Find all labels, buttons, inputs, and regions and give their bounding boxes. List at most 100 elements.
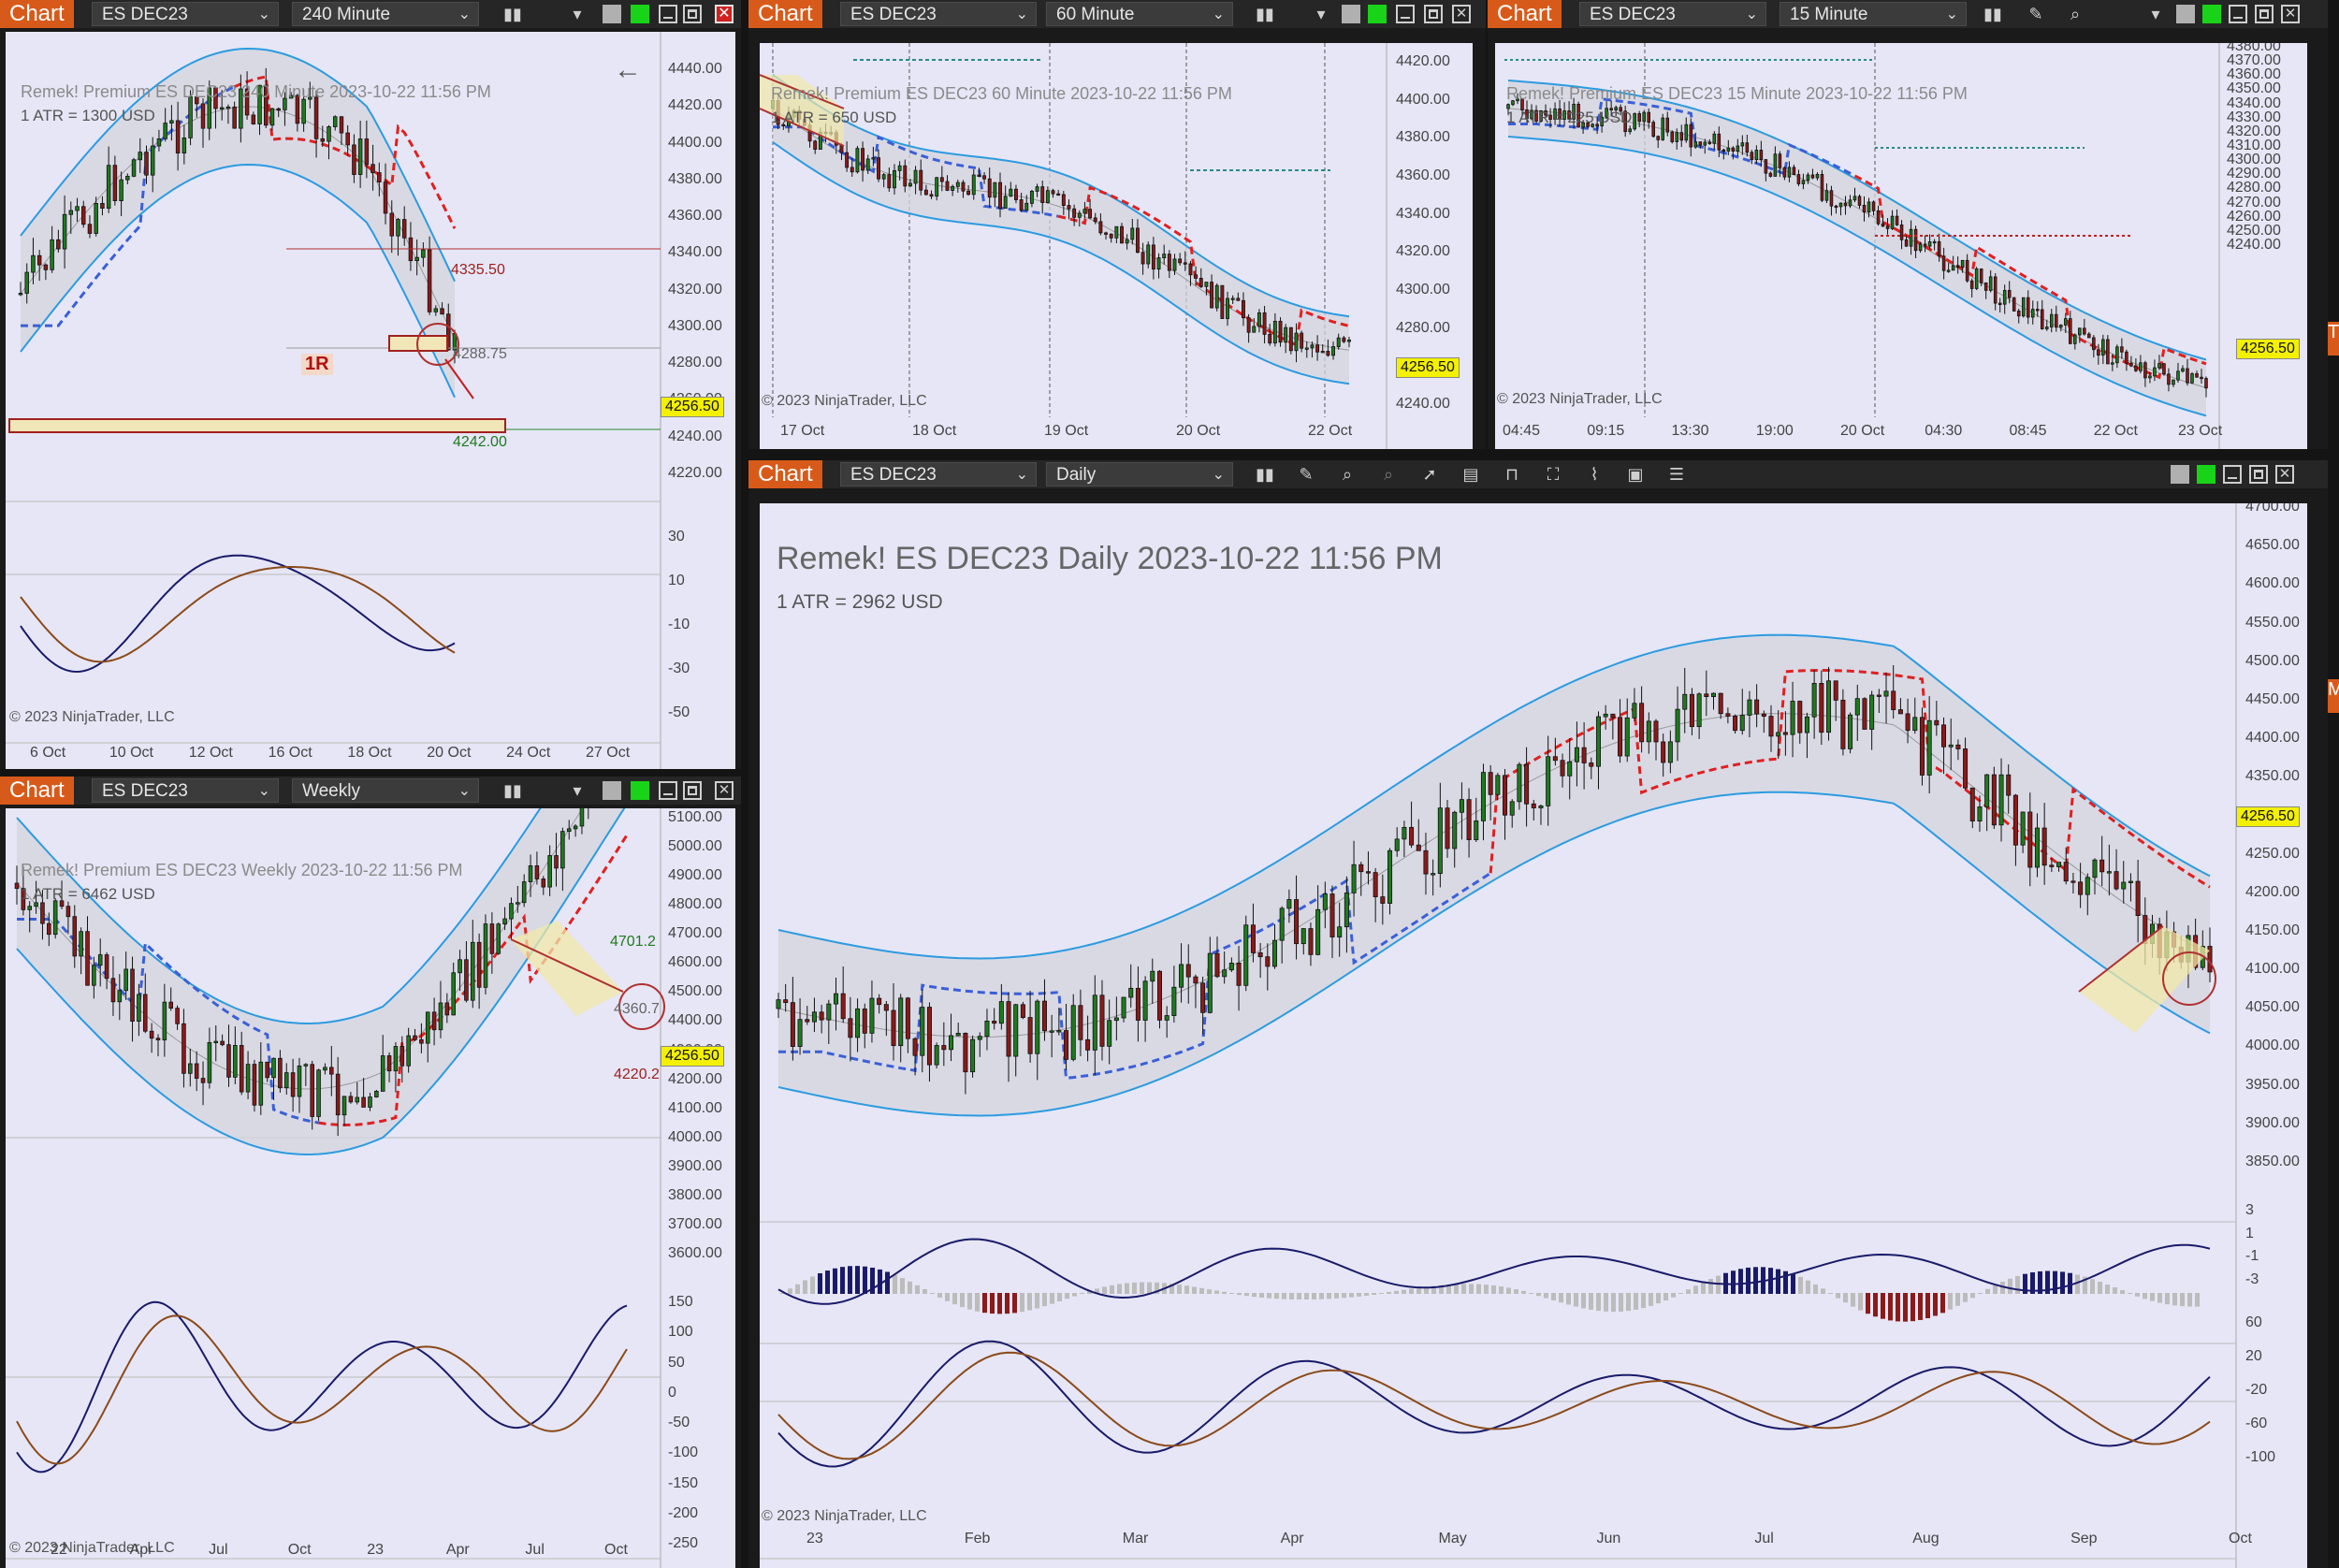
link-color-button[interactable]	[2202, 5, 2221, 23]
candle-body	[207, 1041, 212, 1083]
chart-menu-button[interactable]: Chart	[748, 460, 822, 488]
minimize-button[interactable]	[659, 781, 677, 800]
interval-selector[interactable]: 60 Minute ⌄	[1046, 2, 1233, 26]
bar-style-icon[interactable]: ▮▮	[1256, 5, 1274, 23]
bar-style-icon[interactable]: ▮▮	[503, 5, 522, 23]
minimize-button[interactable]	[1396, 5, 1415, 23]
chart-panel[interactable]: Remek! Premium ES DEC23 240 Minute 2023-…	[6, 32, 735, 769]
pointer-icon[interactable]: ➚	[1422, 465, 1437, 484]
edge-tab-m[interactable]: M	[2328, 679, 2339, 713]
chart-menu-button[interactable]: Chart	[748, 0, 822, 28]
chart-panel[interactable]: Remek! Premium ES DEC23 Weekly 2023-10-2…	[6, 808, 735, 1568]
bar-style-icon[interactable]: ▮▮	[1983, 5, 2002, 23]
candle-body	[977, 1036, 982, 1040]
minimize-button[interactable]	[2229, 5, 2247, 23]
indicators-icon[interactable]: ⊓	[1504, 465, 1519, 484]
strategies-icon[interactable]: ⛶	[1547, 465, 1560, 484]
link-button[interactable]	[1342, 5, 1360, 23]
candle-body	[1689, 693, 1694, 728]
instrument-selector[interactable]: ES DEC23 ⌄	[92, 778, 279, 803]
time-axis-label: 20 Oct	[1840, 423, 1885, 439]
interval-selector[interactable]: Daily ⌄	[1046, 462, 1233, 486]
link-color-button[interactable]	[1368, 5, 1387, 23]
candle-body	[1904, 239, 1909, 247]
drawing-tool-icon[interactable]: ✎	[2028, 5, 2043, 23]
candle-body	[805, 1019, 810, 1023]
chart-panel[interactable]: Remek! Premium ES DEC23 15 Minute 2023-1…	[1495, 43, 2307, 449]
minimize-button[interactable]	[2223, 465, 2242, 484]
templates-icon[interactable]: ▣	[1627, 465, 1644, 484]
candle-body	[1656, 136, 1660, 140]
dropdown-arrow-icon[interactable]: ▾	[1316, 5, 1326, 23]
maximize-button[interactable]	[2249, 465, 2268, 484]
candle-body	[1918, 243, 1923, 252]
back-arrow-icon[interactable]: ←	[614, 54, 642, 85]
link-button[interactable]	[2171, 465, 2189, 484]
dropdown-arrow-icon[interactable]: ▾	[573, 781, 582, 800]
signals-icon[interactable]: ⌇	[1590, 465, 1599, 484]
instrument-selector[interactable]: ES DEC23 ⌄	[92, 2, 279, 26]
candle-body	[797, 1019, 803, 1047]
candle-body	[329, 1067, 334, 1075]
candle-body	[50, 239, 54, 270]
bar-style-icon[interactable]: ▮▮	[503, 781, 522, 800]
close-button[interactable]	[2281, 5, 2300, 23]
candle-body	[881, 174, 886, 180]
minimize-button[interactable]	[659, 5, 677, 23]
zoom-out-icon[interactable]: ⌕	[1383, 465, 1394, 484]
link-button[interactable]	[603, 781, 621, 800]
chart-panel[interactable]: Remek! ES DEC23 Daily 2023-10-22 11:56 P…	[760, 503, 2307, 1568]
candle-body	[2050, 313, 2054, 327]
link-color-button[interactable]	[2197, 465, 2216, 484]
candle-body	[1431, 873, 1436, 876]
interval-selector[interactable]: Weekly ⌄	[292, 778, 479, 803]
price-chart	[760, 503, 2237, 1568]
interval-selector[interactable]: 15 Minute ⌄	[1780, 2, 1967, 26]
maximize-button[interactable]	[683, 5, 702, 23]
zoom-icon[interactable]: ⌕	[2070, 5, 2081, 23]
chart-menu-button[interactable]: Chart	[1488, 0, 1562, 28]
candle-body	[110, 978, 116, 1003]
chevron-down-icon: ⌄	[458, 7, 471, 22]
dropdown-arrow-icon[interactable]: ▾	[2151, 5, 2160, 23]
data-box-icon[interactable]: ▤	[1462, 465, 1479, 484]
histogram-bar	[810, 1276, 815, 1294]
instrument-selector[interactable]: ES DEC23 ⌄	[1579, 2, 1766, 26]
properties-icon[interactable]: ☰	[1668, 465, 1685, 484]
drawing-tool-icon[interactable]: ✎	[1299, 465, 1314, 484]
chart-menu-button[interactable]: Chart	[0, 777, 74, 805]
candle-body	[2106, 871, 2112, 874]
link-color-button[interactable]	[631, 5, 649, 23]
maximize-button[interactable]	[683, 781, 702, 800]
link-button[interactable]	[2176, 5, 2195, 23]
candle-body	[1948, 744, 1954, 748]
price-axis-label: -250	[668, 1535, 699, 1551]
candle-body	[72, 916, 78, 957]
interval-selector[interactable]: 240 Minute ⌄	[292, 2, 479, 26]
close-button[interactable]	[1452, 5, 1471, 23]
link-button[interactable]	[603, 5, 621, 23]
bar-style-icon[interactable]: ▮▮	[1256, 465, 1274, 484]
candle-body	[961, 181, 966, 192]
edge-tab-t[interactable]: T	[2328, 322, 2339, 356]
close-button[interactable]: ✕	[715, 5, 734, 23]
chart-menu-button[interactable]: Chart	[0, 0, 74, 28]
instrument-selector[interactable]: ES DEC23 ⌄	[840, 462, 1037, 486]
histogram-bar	[1821, 1288, 1825, 1294]
candle-body	[348, 1096, 354, 1103]
lower-band-line	[777, 791, 2211, 1117]
close-button[interactable]	[715, 781, 734, 800]
maximize-button[interactable]	[2255, 5, 2274, 23]
zoom-in-icon[interactable]: ⌕	[1342, 465, 1353, 484]
chart-panel[interactable]: Remek! Premium ES DEC23 60 Minute 2023-1…	[760, 43, 1473, 449]
dropdown-arrow-icon[interactable]: ▾	[573, 5, 582, 23]
instrument-selector[interactable]: ES DEC23 ⌄	[840, 2, 1037, 26]
close-button[interactable]	[2275, 465, 2294, 484]
link-color-button[interactable]	[631, 781, 649, 800]
candle-body	[43, 264, 49, 270]
maximize-button[interactable]	[1424, 5, 1443, 23]
candle-body	[850, 167, 854, 173]
candle-body	[1035, 186, 1039, 192]
histogram-bar	[1057, 1293, 1062, 1301]
atr-label: 1 ATR = 1300 USD	[21, 107, 155, 124]
